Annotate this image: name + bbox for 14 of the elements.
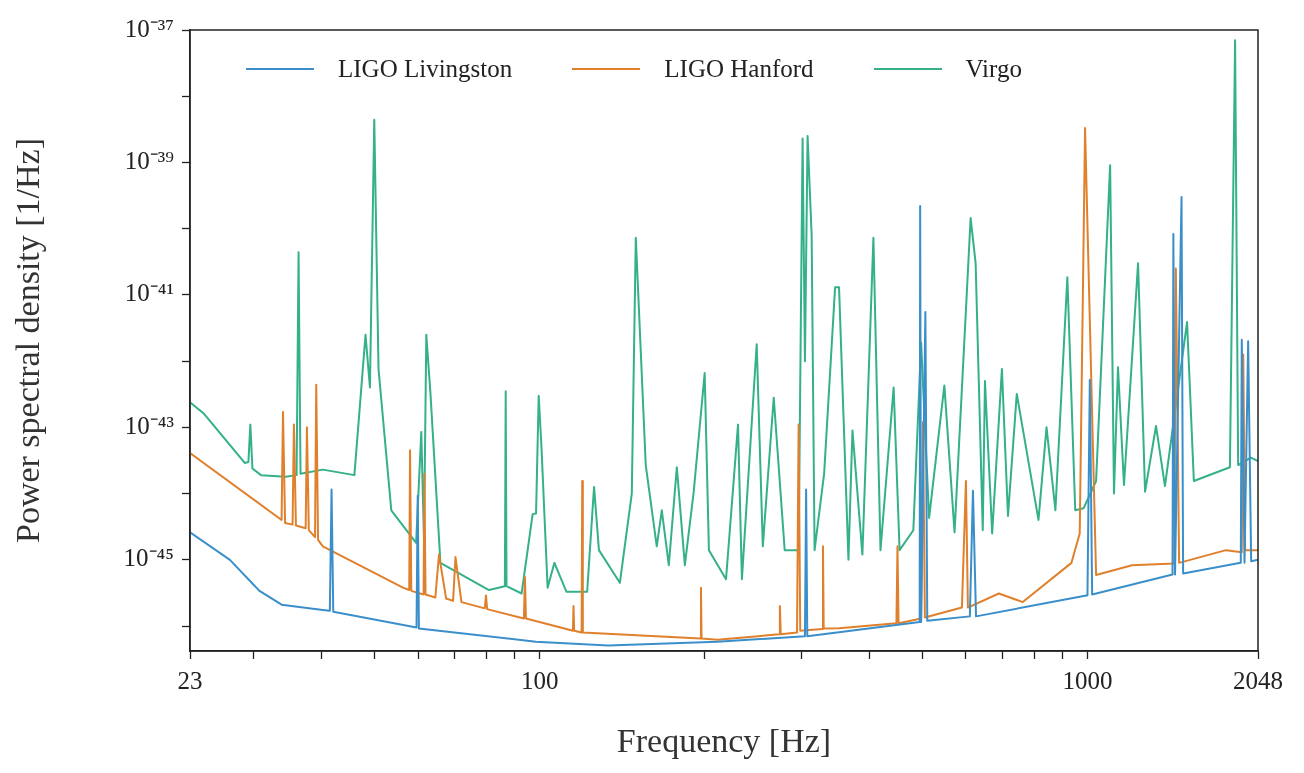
legend-label: LIGO Livingston xyxy=(338,55,513,83)
y-tick-label: 10⁻³⁹ xyxy=(124,147,174,175)
legend-label: Virgo xyxy=(965,55,1022,83)
x-tick-label: 23 xyxy=(177,666,203,694)
y-tick-label: 10⁻³⁷ xyxy=(124,14,174,42)
x-tick-label: 1000 xyxy=(1062,666,1113,694)
x-tick-label: 100 xyxy=(520,666,559,694)
x-axis-title: Frequency [Hz] xyxy=(616,721,832,759)
y-tick-label: 10⁻⁴³ xyxy=(124,411,175,439)
legend-label: LIGO Hanford xyxy=(664,55,814,83)
x-tick-label: 2048 xyxy=(1233,666,1283,694)
y-tick-label: 10⁻⁴⁵ xyxy=(123,544,174,572)
y-axis-title: Power spectral density [1/Hz] xyxy=(9,137,47,544)
y-tick-label: 10⁻⁴¹ xyxy=(124,279,174,307)
